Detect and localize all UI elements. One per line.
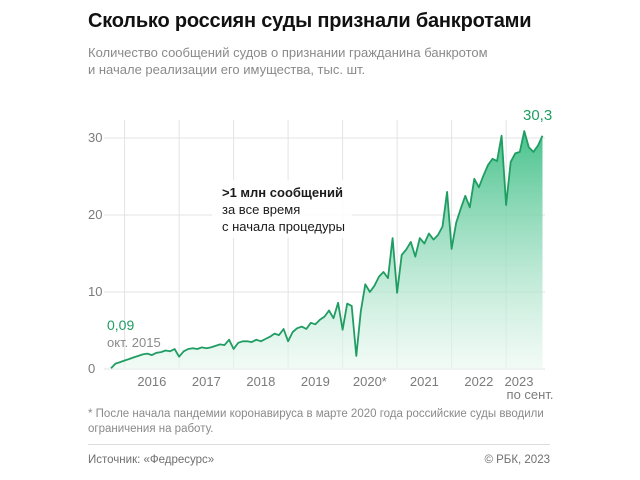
start-date-label: окт. 2015 — [107, 335, 161, 350]
x-tick-sublabel: по сент. — [507, 387, 554, 402]
y-axis: 0 10 20 30 — [88, 130, 102, 376]
footnote-line-2: ограничения на работу. — [88, 423, 214, 435]
x-tick-label: 2020* — [353, 374, 387, 389]
x-tick-label: 2022 — [464, 374, 493, 389]
chart-subtitle: Количество сообщений судов о признании г… — [88, 44, 588, 78]
callout-line-2: за все время — [222, 202, 300, 217]
end-value-label: 30,3 — [523, 107, 552, 124]
series-area — [111, 131, 543, 369]
footer-divider — [88, 444, 550, 445]
subtitle-line-1: Количество сообщений судов о признании г… — [88, 45, 488, 60]
footnote-line-1: * После начала пандемии коронавируса в м… — [88, 408, 544, 420]
callout-line-3: с начала процедуры — [222, 219, 345, 234]
subtitle-line-2: и начале реализации его имущества, тыс. … — [88, 62, 366, 77]
start-value-label: 0,09 — [107, 317, 134, 333]
callout-background — [212, 180, 352, 238]
y-tick-label: 10 — [88, 284, 102, 299]
y-tick-label: 20 — [88, 207, 102, 222]
copyright-label: © РБК, 2023 — [484, 454, 550, 466]
x-axis: 2016 2017 2018 2019 2020* 2021 2022 2023 — [137, 374, 533, 389]
series-line — [110, 130, 544, 369]
chart-title: Сколько россиян суды признали банкротами — [88, 10, 532, 32]
source-label: Источник: «Федресурс» — [88, 454, 215, 466]
y-tick-label: 0 — [88, 361, 95, 376]
x-tick-label: 2021 — [410, 374, 439, 389]
x-tick-label: 2017 — [192, 374, 221, 389]
x-tick-label: 2019 — [301, 374, 330, 389]
x-tick-label: 2023 — [505, 374, 534, 389]
x-tick-label: 2016 — [137, 374, 166, 389]
footnote: * После начала пандемии коронавируса в м… — [88, 407, 588, 437]
x-tick-label: 2018 — [246, 374, 275, 389]
y-tick-label: 30 — [88, 130, 102, 145]
callout-line-1: >1 млн сообщений — [222, 185, 343, 200]
